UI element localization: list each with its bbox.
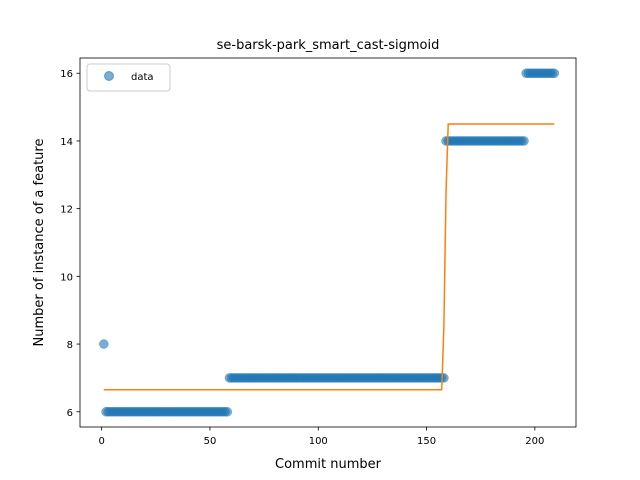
chart-title: se-barsk-park_smart_cast-sigmoid (217, 38, 440, 53)
data-point (519, 136, 529, 146)
y-tick-label: 16 (60, 69, 73, 80)
y-tick-label: 10 (60, 272, 73, 283)
x-tick-label: 50 (204, 436, 217, 447)
y-axis-label: Number of instance of a feature (32, 139, 47, 347)
y-tick-label: 8 (67, 340, 73, 351)
x-tick-label: 200 (525, 436, 544, 447)
plot-area (80, 58, 576, 427)
legend-marker (104, 71, 114, 81)
fit-line (103, 123, 555, 391)
y-tick-label: 6 (67, 408, 73, 419)
series-layer (99, 68, 560, 417)
x-tick-label: 100 (309, 436, 328, 447)
data-point (439, 373, 449, 383)
legend-box (86, 63, 171, 92)
y-tick-label: 12 (60, 205, 73, 216)
plot-frame (79, 57, 577, 428)
x-axis-label: Commit number (275, 457, 382, 472)
x-tick-label: 0 (98, 436, 104, 447)
y-axis: 6 8 10 12 14 16 (60, 69, 80, 419)
x-tick-label: 150 (417, 436, 436, 447)
data-point (99, 339, 109, 349)
data-point (222, 407, 233, 417)
legend: data (86, 63, 171, 92)
y-tick-label: 14 (60, 137, 73, 148)
x-axis: 0 50 100 150 200 (98, 427, 544, 447)
data-point (549, 68, 560, 78)
legend-label: data (131, 72, 154, 83)
